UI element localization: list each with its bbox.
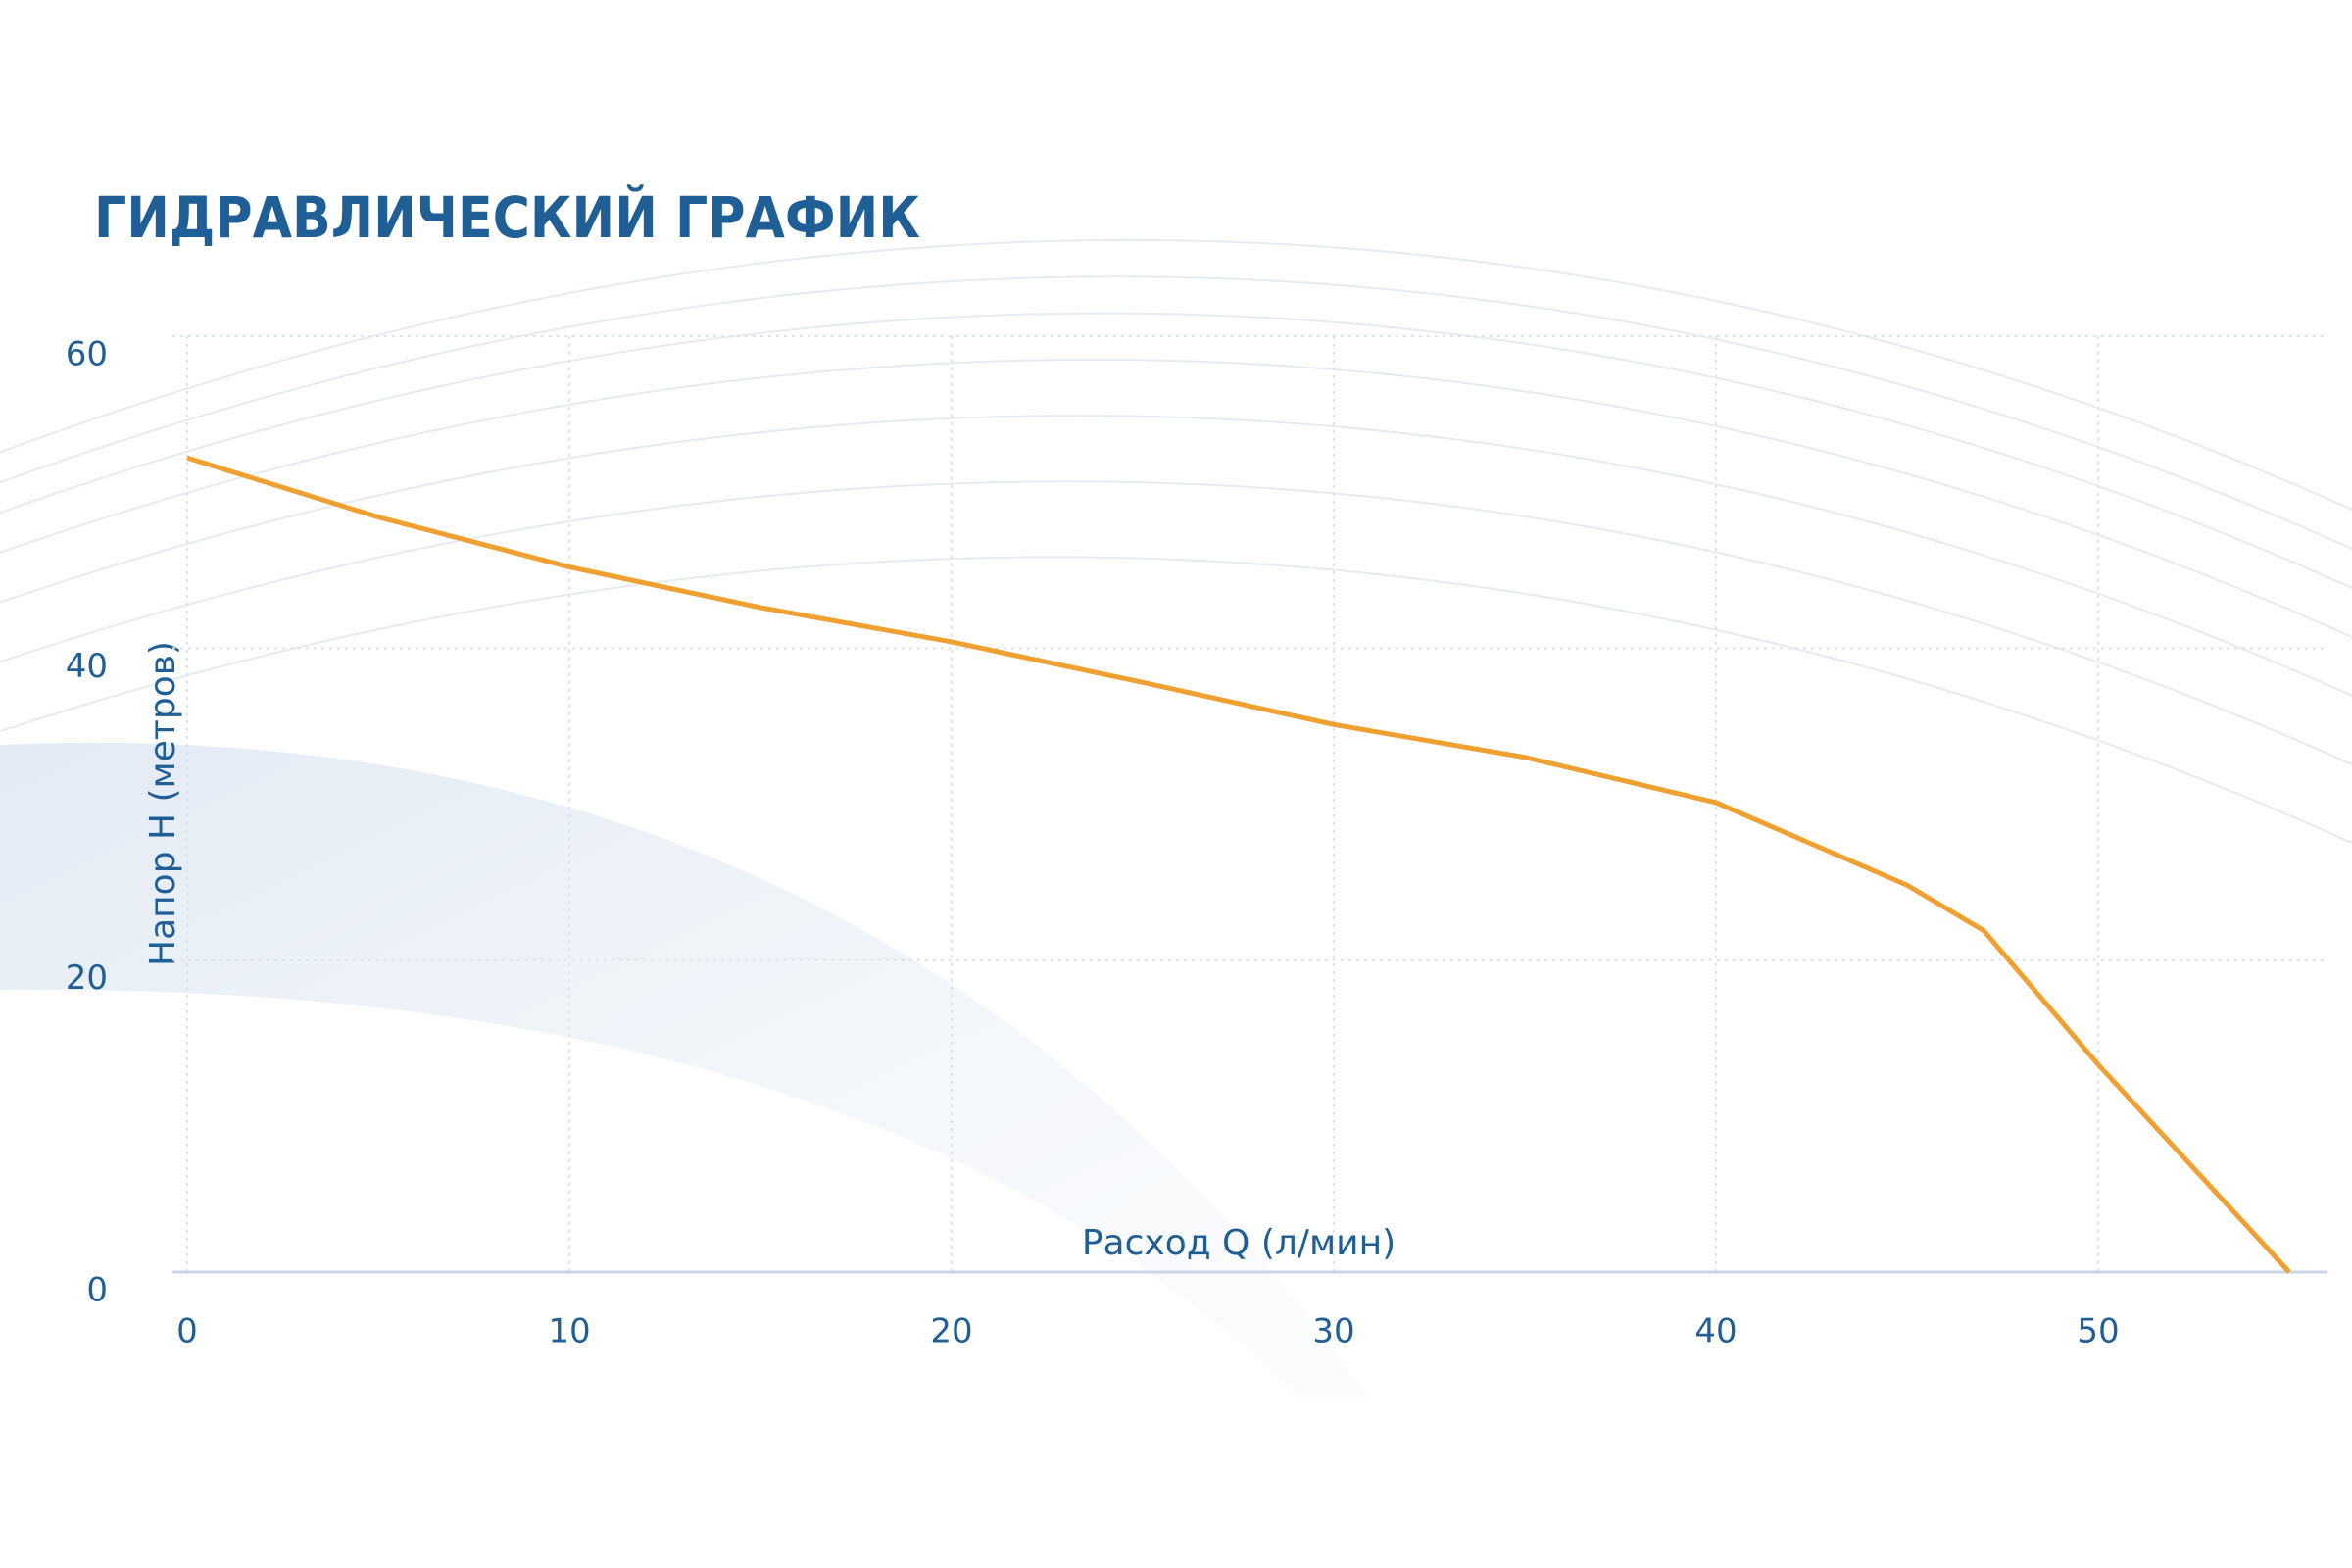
x-tick-label: 40	[1694, 1312, 1737, 1351]
background-decoration	[0, 239, 2352, 844]
y-tick-label: 0	[86, 1271, 108, 1310]
chart-title: ГИДРАВЛИЧЕСКИЙ ГРАФИК	[94, 183, 920, 251]
x-tick-label: 0	[176, 1312, 198, 1351]
y-tick-label: 20	[66, 958, 108, 998]
x-tick-label: 30	[1312, 1312, 1354, 1351]
x-tick-label: 50	[2077, 1312, 2119, 1351]
x-axis-label: Расход Q (л/мин)	[1082, 1223, 1396, 1263]
y-axis-label: Напор Н (метров)	[143, 641, 183, 966]
x-tick-label: 20	[930, 1312, 972, 1351]
x-tick-label: 10	[548, 1312, 590, 1351]
background-swoosh	[0, 742, 1372, 1401]
y-tick-label: 60	[66, 335, 108, 374]
y-tick-label: 40	[66, 647, 108, 686]
data-line	[186, 455, 2291, 1274]
